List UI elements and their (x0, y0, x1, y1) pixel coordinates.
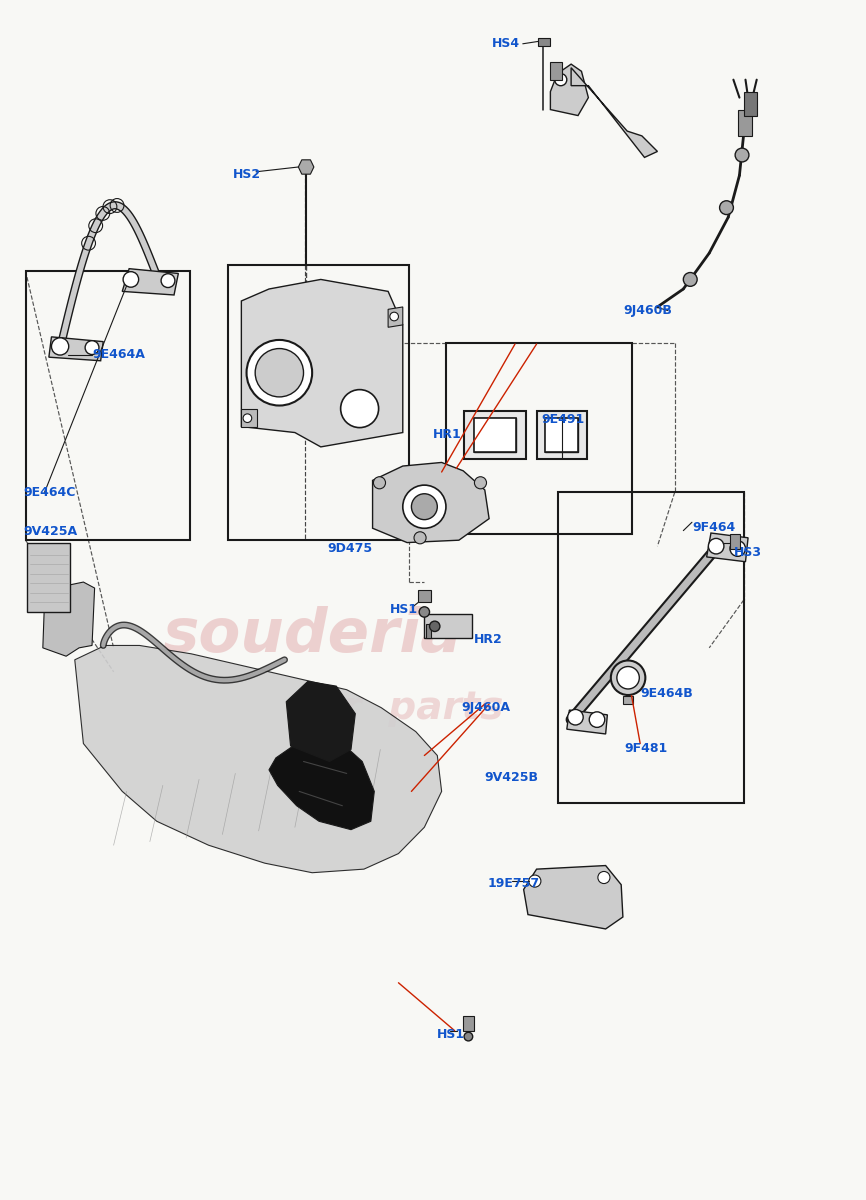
Polygon shape (730, 534, 740, 548)
Polygon shape (464, 412, 527, 458)
Polygon shape (546, 418, 578, 451)
Text: HS1: HS1 (390, 604, 418, 616)
Bar (546, 418, 578, 451)
Circle shape (85, 341, 99, 354)
Polygon shape (537, 412, 586, 458)
Circle shape (255, 348, 303, 397)
Circle shape (161, 274, 175, 288)
Circle shape (390, 312, 398, 320)
Text: 9E491: 9E491 (541, 413, 585, 426)
Polygon shape (424, 614, 472, 638)
Polygon shape (623, 696, 633, 704)
Polygon shape (551, 61, 563, 79)
Polygon shape (242, 280, 403, 446)
Polygon shape (707, 533, 748, 562)
Polygon shape (48, 337, 103, 361)
Polygon shape (28, 542, 70, 612)
Circle shape (567, 709, 583, 725)
Circle shape (464, 1032, 473, 1040)
Circle shape (51, 337, 68, 355)
Bar (559, 492, 744, 803)
Text: 9E464C: 9E464C (23, 486, 75, 499)
Polygon shape (567, 710, 607, 734)
Circle shape (411, 493, 437, 520)
Text: 9E464A: 9E464A (92, 348, 145, 361)
Circle shape (243, 414, 252, 422)
Text: 9D475: 9D475 (327, 542, 372, 556)
Circle shape (123, 271, 139, 287)
Bar (475, 418, 516, 451)
Polygon shape (551, 64, 588, 115)
Polygon shape (738, 109, 753, 136)
Text: 9V425B: 9V425B (485, 770, 539, 784)
Circle shape (617, 666, 639, 689)
Circle shape (475, 476, 487, 488)
Polygon shape (426, 624, 431, 638)
Circle shape (730, 541, 746, 557)
Polygon shape (287, 682, 355, 762)
Bar (446, 343, 631, 534)
Circle shape (708, 539, 724, 554)
Circle shape (683, 272, 697, 287)
Text: 9F464: 9F464 (692, 521, 735, 534)
Polygon shape (744, 91, 757, 115)
Text: souderia: souderia (163, 606, 462, 665)
Polygon shape (42, 582, 94, 656)
Polygon shape (463, 1016, 475, 1031)
Text: 9E464B: 9E464B (640, 686, 693, 700)
Circle shape (414, 532, 426, 544)
Text: HR1: HR1 (433, 428, 462, 442)
Circle shape (611, 660, 645, 695)
Polygon shape (372, 462, 489, 542)
Circle shape (373, 476, 385, 488)
Polygon shape (269, 738, 374, 829)
Circle shape (247, 340, 312, 406)
Text: HR2: HR2 (474, 632, 502, 646)
Text: HS4: HS4 (492, 37, 520, 50)
Text: car  parts: car parts (294, 689, 504, 727)
Polygon shape (299, 160, 313, 174)
Polygon shape (242, 409, 257, 426)
Bar (228, 265, 409, 540)
Text: 9J460A: 9J460A (462, 701, 510, 714)
Circle shape (555, 73, 567, 85)
Circle shape (735, 148, 749, 162)
Polygon shape (571, 67, 657, 157)
Polygon shape (388, 307, 403, 328)
Text: 9V425A: 9V425A (23, 526, 77, 539)
Circle shape (340, 390, 378, 427)
Text: 9F481: 9F481 (624, 742, 668, 755)
Text: HS1: HS1 (437, 1027, 465, 1040)
Polygon shape (539, 38, 550, 46)
Text: HS2: HS2 (233, 168, 261, 181)
Text: 9J460B: 9J460B (623, 304, 672, 317)
Polygon shape (524, 865, 623, 929)
Polygon shape (74, 646, 442, 872)
Circle shape (403, 485, 446, 528)
Circle shape (419, 607, 430, 617)
Circle shape (529, 875, 541, 887)
Polygon shape (475, 418, 516, 451)
Circle shape (720, 200, 734, 215)
Polygon shape (418, 590, 431, 602)
Polygon shape (122, 269, 178, 295)
Text: HS3: HS3 (734, 546, 761, 559)
Text: 19E757: 19E757 (488, 877, 540, 890)
Circle shape (589, 712, 604, 727)
Bar (26, 271, 190, 540)
Circle shape (598, 871, 610, 883)
Circle shape (430, 622, 440, 631)
